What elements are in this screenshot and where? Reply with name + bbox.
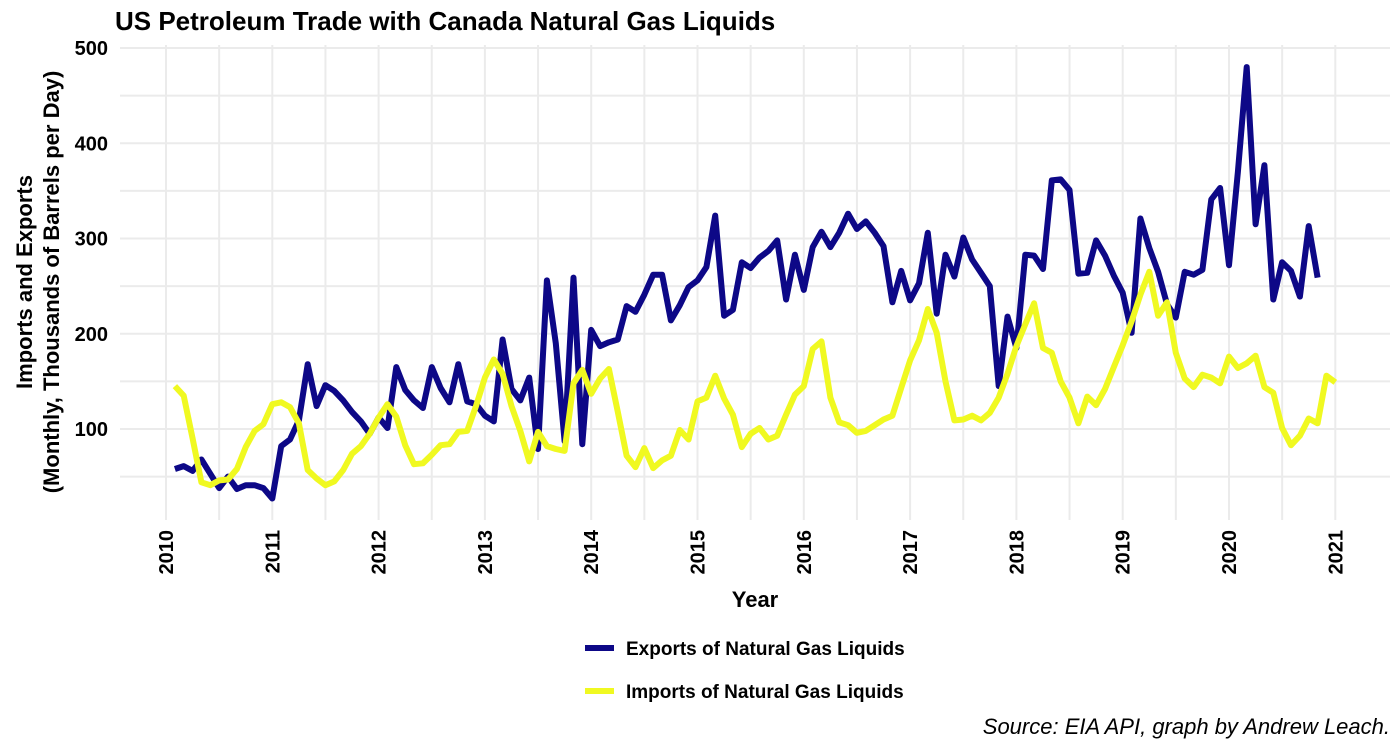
legend-label-imports: Imports of Natural Gas Liquids [626, 682, 904, 703]
x-tick-label: 2013 [475, 530, 497, 575]
chart-title: US Petroleum Trade with Canada Natural G… [115, 6, 775, 36]
x-tick-label: 2016 [794, 530, 816, 575]
x-tick-label: 2018 [1006, 530, 1028, 575]
y-axis-title: Imports and Exports (Monthly, Thousands … [12, 71, 64, 494]
series-lines [172, 64, 1338, 502]
series-line-imports [172, 268, 1338, 489]
x-tick-label: 2015 [688, 530, 710, 575]
x-tick-label: 2010 [156, 530, 178, 575]
y-tick-label: 100 [75, 419, 108, 441]
source-caption: Source: EIA API, graph by Andrew Leach. [983, 714, 1390, 739]
legend-label-exports: Exports of Natural Gas Liquids [626, 639, 905, 660]
x-axis-ticks: 2010 2011 2012 2013 2014 2015 2016 2017 2018 2019… [156, 529, 1347, 574]
x-tick-label: 2011 [262, 530, 284, 573]
y-tick-label: 400 [75, 133, 108, 155]
x-tick-label: 2019 [1113, 530, 1135, 575]
series-line-exports [173, 64, 1321, 502]
x-tick-label: 2020 [1219, 530, 1241, 575]
legend: Exports of Natural Gas Liquids Imports o… [585, 639, 905, 703]
y-axis-title-line-1: Imports and Exports [12, 175, 37, 389]
gridlines [120, 45, 1390, 520]
y-tick-label: 200 [75, 324, 108, 346]
x-axis-title: Year [732, 587, 779, 612]
y-axis-title-line-2: (Monthly, Thousands of Barrels per Day) [39, 71, 64, 494]
y-tick-label: 300 [75, 229, 108, 251]
x-tick-label: 2021 [1325, 530, 1347, 575]
x-tick-label: 2012 [369, 530, 391, 575]
y-axis-ticks: 100 200 300 400 500 [75, 38, 108, 441]
x-tick-label: 2014 [581, 529, 603, 574]
x-tick-label: 2017 [900, 530, 922, 575]
y-tick-label: 500 [75, 38, 108, 60]
